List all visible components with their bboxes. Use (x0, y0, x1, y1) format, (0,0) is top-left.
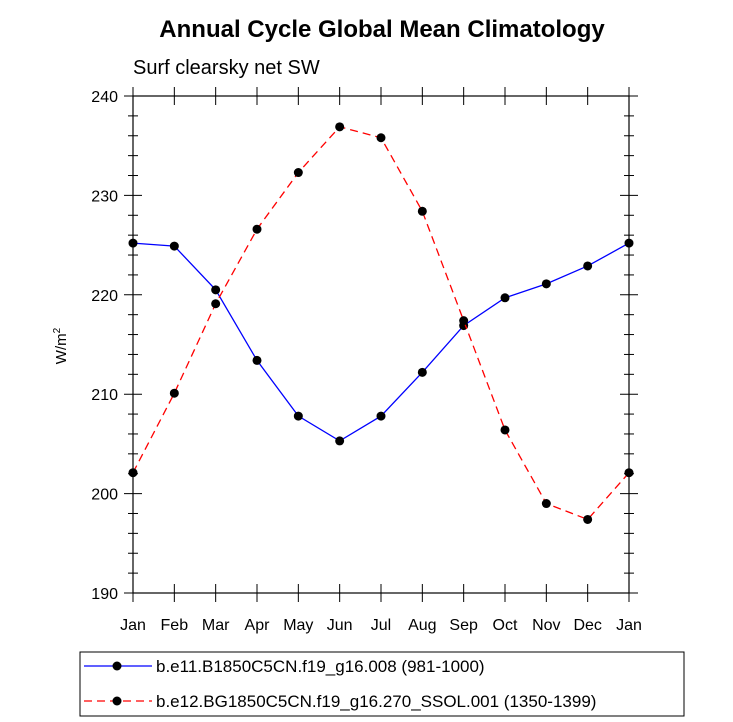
series-1-point (541, 279, 551, 289)
y-tick-label: 210 (91, 387, 118, 404)
x-tick-label: Feb (161, 617, 189, 634)
x-tick-label: Jan (616, 617, 642, 634)
series-2-point (500, 425, 510, 435)
series-2-point (335, 122, 345, 132)
legend: b.e11.B1850C5CN.f19_g16.008 (981-1000) b.… (79, 651, 685, 717)
series-2-point (293, 168, 303, 178)
series-2-point (211, 299, 221, 309)
legend-label-2: b.e12.BG1850C5CN.f19_g16.270_SSOL.001 (1… (156, 692, 596, 711)
x-tick-label: Oct (493, 617, 518, 634)
series-1-point (169, 241, 179, 251)
chart-subtitle: Surf clearsky net SW (133, 57, 320, 79)
y-axis-label-base: W/m (53, 333, 70, 364)
series-2-point (541, 499, 551, 509)
y-axis-label-superscript: 2 (52, 327, 63, 333)
x-tick-label: Mar (202, 617, 230, 634)
series-1-point (293, 411, 303, 421)
y-tick-label: 230 (91, 188, 118, 205)
y-tick-label: 220 (91, 288, 118, 305)
series-2-point (169, 388, 179, 398)
legend-box (79, 651, 685, 717)
series-2-point (252, 224, 262, 234)
y-tick-label: 240 (91, 89, 118, 106)
legend-marker-1 (112, 661, 122, 671)
series-2-point (417, 206, 427, 216)
x-tick-label: Apr (245, 617, 271, 634)
x-tick-label: Jun (327, 617, 353, 634)
y-tick-labels: 190 200 210 220 230 240 (91, 89, 118, 603)
series-1-point (252, 355, 262, 365)
series-1-point (376, 411, 386, 421)
series-line-2 (132, 126, 630, 521)
series-2-point (376, 133, 386, 143)
series-1-point (211, 285, 221, 295)
x-tick-label: Dec (573, 617, 601, 634)
series-line-1 (132, 242, 630, 442)
x-tick-label: Sep (449, 617, 478, 634)
x-tick-labels: Jan Feb Mar Apr May Jun Jul Aug Sep Oct Nov Dec Jan (120, 617, 642, 634)
x-tick-label: Jan (120, 617, 146, 634)
series-1-point (335, 436, 345, 446)
chart-title: Annual Cycle Global Mean Climatology (159, 16, 605, 43)
x-tick-label: Nov (532, 617, 560, 634)
y-axis-label: W/m2 (52, 327, 70, 364)
y-tick-label: 200 (91, 487, 118, 504)
legend-label-1: b.e11.B1850C5CN.f19_g16.008 (981-1000) (156, 657, 485, 676)
plot-frame (132, 95, 630, 594)
x-tick-label: Jul (371, 617, 391, 634)
series-1-point (417, 367, 427, 377)
series-2-point (583, 514, 593, 524)
legend-items: b.e11.B1850C5CN.f19_g16.008 (981-1000) b.… (84, 657, 596, 711)
y-tick-label: 190 (91, 586, 118, 603)
x-tick-label: Aug (408, 617, 436, 634)
series-1-point (583, 261, 593, 271)
axis-ticks (124, 87, 638, 602)
series-1-point (500, 293, 510, 303)
x-tick-label: May (283, 617, 313, 634)
series-2-point (459, 316, 469, 326)
series-layer (128, 122, 634, 524)
legend-marker-2 (112, 696, 122, 706)
